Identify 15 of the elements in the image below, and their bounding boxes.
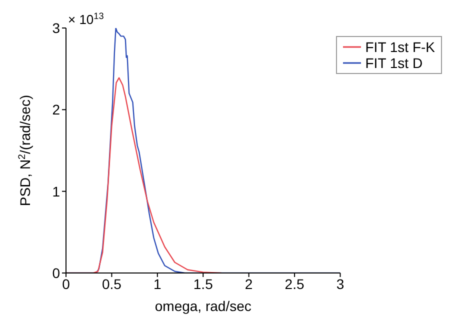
y-tick-label: 3	[52, 20, 60, 36]
x-tick-label: 0	[62, 276, 70, 292]
x-axis-title: omega, rad/sec	[154, 298, 252, 314]
x-tick-label: 0.5	[102, 276, 122, 292]
legend-label: FIT 1st D	[365, 55, 423, 71]
x-tick-label: 1.5	[193, 276, 214, 292]
y-tick-label: 1	[52, 183, 60, 200]
y-tick-label: 0	[52, 264, 60, 281]
x-tick-label: 2.5	[284, 276, 304, 292]
text: × 10$^{13}$	[68, 11, 104, 27]
legend-label: FIT 1st F-K	[365, 39, 435, 55]
x-tick-label: 1	[154, 276, 162, 292]
x-tick-label: 2	[244, 276, 253, 292]
x-tick-label: 3	[336, 276, 344, 292]
y-tick-label: 2	[52, 102, 60, 118]
